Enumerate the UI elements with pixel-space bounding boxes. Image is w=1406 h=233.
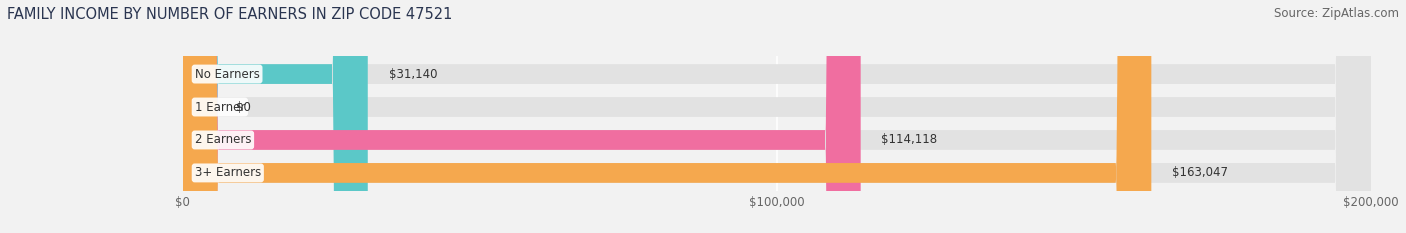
Text: $163,047: $163,047 — [1173, 166, 1227, 179]
FancyBboxPatch shape — [183, 0, 1371, 233]
Text: 2 Earners: 2 Earners — [194, 134, 252, 147]
Text: $0: $0 — [236, 100, 252, 113]
Text: $31,140: $31,140 — [388, 68, 437, 81]
FancyBboxPatch shape — [183, 0, 1371, 233]
Text: 3+ Earners: 3+ Earners — [194, 166, 262, 179]
FancyBboxPatch shape — [183, 0, 1152, 233]
FancyBboxPatch shape — [183, 0, 1371, 233]
FancyBboxPatch shape — [183, 0, 368, 233]
Text: No Earners: No Earners — [194, 68, 260, 81]
Text: 1 Earner: 1 Earner — [194, 100, 245, 113]
FancyBboxPatch shape — [183, 0, 1371, 233]
FancyBboxPatch shape — [183, 0, 860, 233]
Text: FAMILY INCOME BY NUMBER OF EARNERS IN ZIP CODE 47521: FAMILY INCOME BY NUMBER OF EARNERS IN ZI… — [7, 7, 453, 22]
Text: Source: ZipAtlas.com: Source: ZipAtlas.com — [1274, 7, 1399, 20]
Text: $114,118: $114,118 — [882, 134, 938, 147]
